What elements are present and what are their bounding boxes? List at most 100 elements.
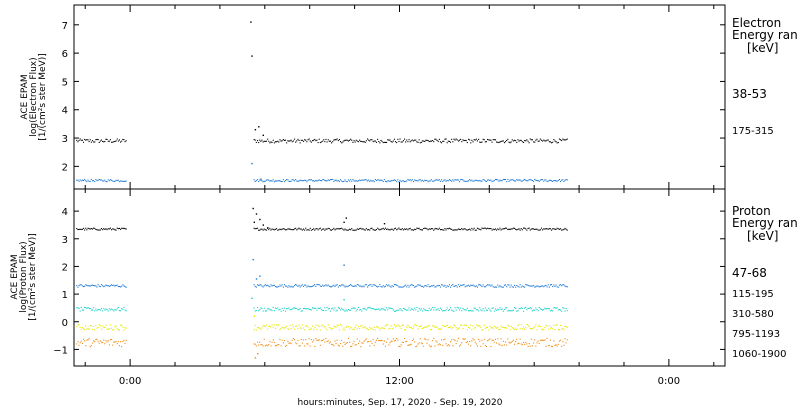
data-point — [416, 285, 418, 287]
data-point — [289, 181, 291, 183]
data-point — [363, 340, 365, 342]
data-point — [562, 341, 564, 343]
data-point — [337, 180, 339, 182]
data-point — [526, 324, 528, 326]
data-point — [528, 285, 530, 287]
data-point — [361, 179, 363, 181]
data-point — [448, 345, 450, 347]
data-point — [106, 229, 108, 231]
data-point — [464, 139, 466, 141]
data-point — [530, 338, 532, 340]
data-point — [314, 284, 316, 286]
data-point — [397, 138, 399, 140]
data-point — [434, 345, 436, 347]
data-point — [112, 285, 114, 287]
data-point — [257, 140, 259, 142]
data-point — [453, 310, 455, 312]
data-point — [490, 310, 492, 312]
data-point — [359, 179, 361, 181]
data-point — [103, 180, 105, 182]
data-point — [262, 325, 264, 327]
data-point — [470, 309, 472, 311]
data-point — [534, 309, 536, 311]
data-point — [498, 309, 500, 311]
data-point — [328, 179, 330, 181]
data-point — [359, 285, 361, 287]
data-point — [388, 139, 390, 141]
data-point — [565, 286, 567, 288]
data-point — [89, 139, 91, 141]
data-point — [420, 342, 422, 344]
data-point — [280, 285, 282, 287]
data-point — [384, 325, 386, 327]
data-point — [322, 284, 324, 286]
data-point — [317, 142, 319, 144]
data-point — [382, 285, 384, 287]
data-point — [528, 179, 530, 181]
data-point — [478, 228, 480, 230]
data-point — [384, 180, 386, 182]
data-point — [291, 324, 293, 326]
data-point — [433, 229, 435, 231]
data-point — [564, 285, 566, 287]
data-point — [566, 138, 568, 140]
data-point — [469, 139, 471, 141]
data-point — [415, 324, 417, 326]
data-point — [325, 327, 327, 329]
data-point — [485, 326, 487, 328]
data-point — [257, 179, 259, 181]
data-point — [253, 284, 255, 286]
data-point — [542, 339, 544, 341]
data-point — [308, 338, 310, 340]
data-point — [83, 328, 85, 330]
data-point — [269, 286, 271, 288]
y-tick-label: 5 — [62, 77, 68, 88]
data-point — [112, 180, 114, 182]
data-point — [336, 309, 338, 311]
data-point — [261, 285, 263, 287]
data-point — [261, 228, 263, 230]
data-point — [417, 180, 419, 182]
data-point — [287, 341, 289, 343]
data-point — [556, 286, 558, 288]
data-point — [371, 327, 373, 329]
data-point — [508, 284, 510, 286]
data-point — [564, 338, 566, 340]
data-point — [112, 141, 114, 143]
data-point — [470, 324, 472, 326]
data-point — [450, 307, 452, 309]
data-point — [505, 141, 507, 143]
data-point — [372, 339, 374, 341]
data-point — [463, 309, 465, 311]
data-point — [122, 326, 124, 328]
data-point — [439, 180, 441, 182]
data-point — [426, 179, 428, 181]
data-point — [264, 345, 266, 347]
data-point — [485, 141, 487, 143]
data-point — [288, 285, 290, 287]
data-point — [499, 328, 501, 330]
data-point — [289, 228, 291, 230]
data-point — [468, 138, 470, 140]
data-point — [514, 139, 516, 141]
data-point — [78, 139, 80, 141]
data-point — [508, 141, 510, 143]
data-point — [549, 310, 551, 312]
data-point — [317, 180, 319, 182]
data-point — [526, 343, 528, 345]
data-point — [318, 179, 320, 181]
data-point — [501, 326, 503, 328]
data-point — [545, 140, 547, 142]
data-point — [496, 286, 498, 288]
data-point — [360, 180, 362, 182]
data-point — [519, 328, 521, 330]
data-point — [347, 326, 349, 328]
data-point — [417, 228, 419, 230]
data-point — [120, 286, 122, 288]
data-point — [288, 307, 290, 309]
data-point — [352, 179, 354, 181]
data-point — [337, 228, 339, 230]
data-point — [499, 141, 501, 143]
data-point — [539, 339, 541, 341]
data-point — [94, 285, 96, 287]
